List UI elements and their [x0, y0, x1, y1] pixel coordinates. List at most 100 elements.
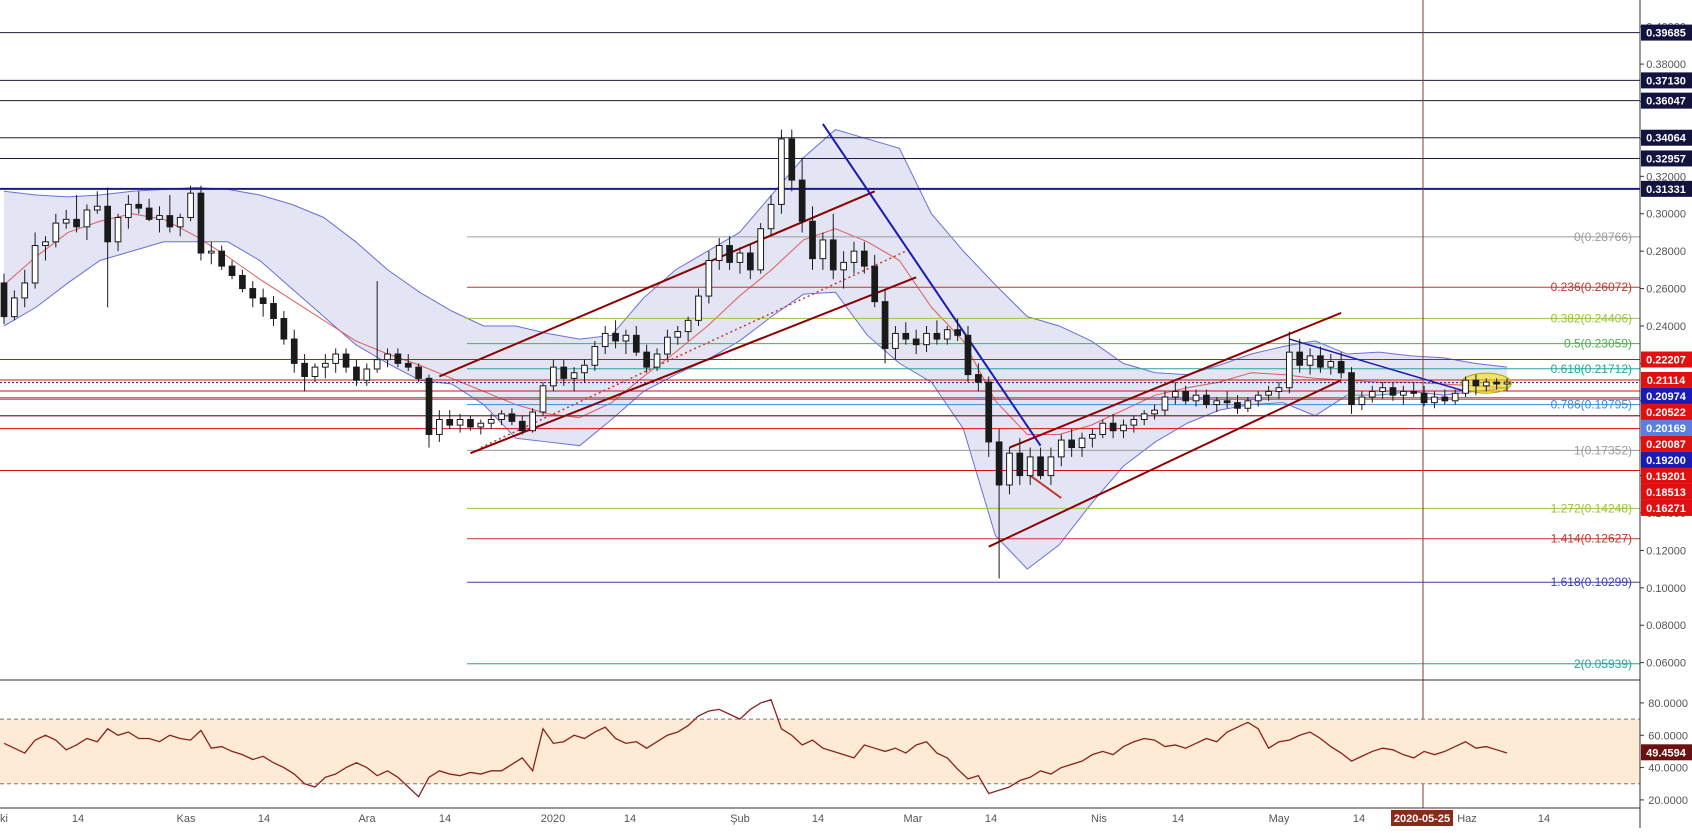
candle-up — [1057, 439, 1065, 458]
candle-down — [342, 353, 350, 368]
candle-down — [560, 366, 568, 379]
candle-up — [1368, 390, 1376, 398]
candle-up — [363, 368, 371, 381]
price-tick-label: 0.24000 — [1646, 321, 1686, 333]
candle-down — [301, 362, 308, 377]
candle-up — [1358, 396, 1366, 406]
candle-down — [902, 332, 910, 340]
price-tick-label: 0.28000 — [1646, 246, 1686, 258]
candle-up — [695, 295, 702, 321]
rsi-current-tag — [1641, 744, 1692, 761]
candle-up — [114, 216, 122, 243]
time-tick-label: 14 — [812, 813, 824, 825]
candle-down — [798, 179, 806, 222]
candle-up — [1275, 387, 1283, 392]
candle-down — [1441, 396, 1449, 402]
candle-up — [1089, 433, 1096, 439]
candle-down — [1016, 452, 1024, 477]
time-tick-label: 14 — [624, 813, 636, 825]
time-tick-label: Kas — [177, 813, 196, 825]
candle-up — [187, 192, 194, 218]
price-tick-label: 0.30000 — [1646, 209, 1686, 221]
rsi-current-tag-text: 49.4594 — [1646, 747, 1687, 759]
candle-up — [1399, 390, 1407, 396]
rsi-tick-label: 80.0000 — [1648, 698, 1688, 710]
candle-down — [135, 203, 143, 209]
candle-down — [643, 351, 651, 368]
candle-up — [705, 260, 713, 297]
candle-up — [207, 250, 215, 254]
time-tick-label: 14 — [1538, 813, 1550, 825]
price-level-tag — [1641, 129, 1692, 146]
candle-up — [1099, 422, 1107, 435]
candle-up — [819, 239, 827, 260]
candle-up — [570, 372, 578, 379]
candle-down — [881, 301, 889, 349]
rsi-line — [3, 698, 1508, 798]
candle-up — [1192, 394, 1200, 402]
candle-down — [1337, 361, 1345, 374]
fib-level-label: 0.618(0.21712) — [1551, 362, 1632, 376]
candle-down — [280, 317, 288, 340]
price-tick-label: 0.12000 — [1646, 545, 1686, 557]
candle-down — [415, 366, 422, 379]
candles — [0, 129, 1511, 579]
candle-up — [622, 334, 630, 342]
price-level-tag-text: 0.20974 — [1646, 391, 1687, 403]
candle-down — [954, 329, 961, 336]
candle-down — [1493, 381, 1500, 385]
candle-down — [871, 265, 879, 303]
candle-up — [176, 216, 184, 228]
time-tick-label: May — [1269, 813, 1290, 825]
candle-up — [1130, 418, 1138, 426]
descending-trend-line-2 — [1289, 338, 1466, 393]
candle-up — [581, 364, 588, 374]
candle-up — [21, 282, 29, 299]
candle-down — [1182, 390, 1190, 402]
candle-down — [1223, 400, 1231, 404]
candle-down — [104, 205, 112, 243]
time-tick-label: Mar — [904, 813, 923, 825]
candle-up — [736, 252, 744, 263]
descending-trend-line — [822, 123, 1042, 447]
price-level-tag — [1641, 451, 1692, 468]
candle-up — [1285, 351, 1293, 389]
bollinger-upper-line — [3, 129, 1508, 376]
candle-down — [394, 353, 402, 364]
time-tick-label: 14 — [985, 813, 997, 825]
candle-down — [218, 250, 226, 267]
candle-down — [1109, 422, 1117, 432]
time-tick-label: 14 — [439, 813, 451, 825]
candle-up — [529, 411, 536, 432]
candle-down — [239, 274, 246, 290]
candle-down — [518, 420, 526, 432]
candle-up — [332, 353, 340, 364]
candle-up — [715, 245, 723, 262]
candle-up — [1503, 381, 1511, 385]
rsi-band-fill — [0, 719, 1640, 784]
candle-down — [612, 332, 619, 342]
price-level-tag — [1641, 403, 1692, 420]
candle-down — [985, 381, 993, 443]
candle-down — [1420, 392, 1428, 404]
candle-up — [550, 366, 557, 387]
candle-up — [1026, 456, 1034, 477]
candle-up — [684, 319, 692, 333]
candle-up — [487, 418, 495, 424]
candle-up — [943, 329, 951, 340]
fibonacci-levels: 0(0.28766) 0.236(0.26072) 0.382(0.24406) 0.… — [467, 230, 1640, 671]
candle-down — [0, 282, 8, 318]
candle-up — [923, 332, 930, 346]
price-level-tag-text: 0.36047 — [1646, 96, 1686, 108]
price-level-tag — [1641, 150, 1692, 167]
rsi-panel — [0, 679, 1640, 798]
candle-down — [1317, 355, 1324, 368]
fib-level-label: 0(0.28766) — [1574, 230, 1632, 244]
candle-up — [850, 250, 858, 263]
candle-up — [1306, 355, 1314, 366]
price-level-tag — [1641, 72, 1692, 89]
fib-level-label: 2(0.05939) — [1574, 657, 1632, 671]
candle-down — [1068, 439, 1075, 449]
